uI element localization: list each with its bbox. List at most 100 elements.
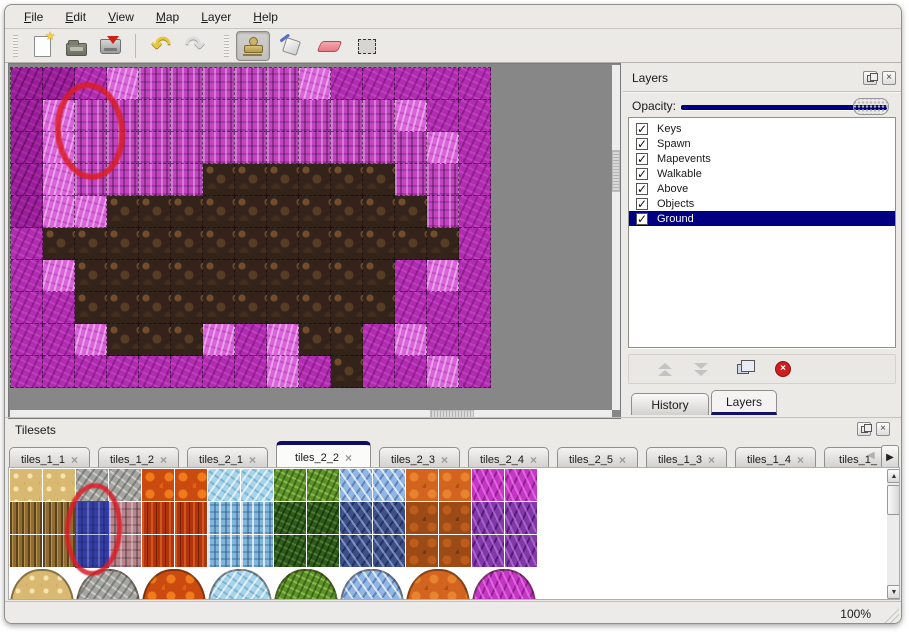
map-tile[interactable]	[43, 100, 75, 132]
map-tile[interactable]	[363, 292, 395, 324]
layer-visibility-checkbox[interactable]: ✓	[636, 151, 648, 166]
menu-file[interactable]: File	[24, 9, 44, 24]
map-tile[interactable]	[459, 292, 491, 324]
menu-edit[interactable]: Edit	[65, 9, 87, 24]
tileset-tile[interactable]	[142, 469, 174, 501]
tileset-tile[interactable]	[76, 469, 108, 501]
map-tile[interactable]	[139, 68, 171, 100]
tileset-blob-tile[interactable]	[76, 569, 140, 599]
map-tile[interactable]	[235, 196, 267, 228]
tileset-tile[interactable]	[241, 469, 273, 501]
layer-visibility-checkbox[interactable]: ✓	[636, 121, 648, 136]
map-tile[interactable]	[459, 324, 491, 356]
map-tile[interactable]	[171, 196, 203, 228]
map-tile[interactable]	[331, 196, 363, 228]
map-tile[interactable]	[331, 100, 363, 132]
layer-row-above[interactable]: ✓ Above	[629, 181, 895, 196]
opacity-slider[interactable]	[681, 105, 887, 110]
tileset-tile[interactable]	[208, 502, 240, 534]
map-tile[interactable]	[139, 292, 171, 324]
map-tile[interactable]	[203, 292, 235, 324]
map-tile[interactable]	[363, 196, 395, 228]
map-tile[interactable]	[107, 196, 139, 228]
map-tile[interactable]	[139, 196, 171, 228]
map-tile[interactable]	[203, 196, 235, 228]
map-tile[interactable]	[139, 228, 171, 260]
map-tile[interactable]	[363, 132, 395, 164]
map-tile[interactable]	[203, 68, 235, 100]
map-tile[interactable]	[395, 132, 427, 164]
tab-close-icon[interactable]: ×	[160, 452, 168, 467]
tileset-tile[interactable]	[439, 469, 471, 501]
map-tile[interactable]	[139, 356, 171, 388]
tileset-tile[interactable]	[10, 535, 42, 567]
map-tile[interactable]	[395, 260, 427, 292]
map-tile[interactable]	[299, 196, 331, 228]
map-tile[interactable]	[75, 196, 107, 228]
map-tile[interactable]	[267, 228, 299, 260]
tileset-tile[interactable]	[175, 502, 207, 534]
map-tile[interactable]	[427, 356, 459, 388]
tileset-tile[interactable]	[10, 469, 42, 501]
map-tile[interactable]	[427, 100, 459, 132]
map-tile[interactable]	[459, 356, 491, 388]
map-tile[interactable]	[235, 356, 267, 388]
map-tile[interactable]	[363, 100, 395, 132]
map-tile[interactable]	[235, 260, 267, 292]
map-tile[interactable]	[11, 68, 43, 100]
layer-row-walkable[interactable]: ✓ Walkable	[629, 166, 895, 181]
map-tile[interactable]	[107, 68, 139, 100]
tileset-tile[interactable]	[175, 469, 207, 501]
map-tile[interactable]	[11, 100, 43, 132]
layer-row-objects[interactable]: ✓ Objects	[629, 196, 895, 211]
map-tile[interactable]	[235, 228, 267, 260]
tileset-tile[interactable]	[340, 535, 372, 567]
open-map-button[interactable]	[59, 31, 93, 61]
map-tile[interactable]	[395, 324, 427, 356]
map-tile[interactable]	[459, 100, 491, 132]
tileset-tile[interactable]	[406, 502, 438, 534]
map-tile[interactable]	[363, 164, 395, 196]
tileset-tile[interactable]	[109, 502, 141, 534]
save-map-button[interactable]	[93, 31, 127, 61]
map-tile[interactable]	[427, 324, 459, 356]
tileset-tile[interactable]	[307, 469, 339, 501]
tileset-tile[interactable]	[43, 502, 75, 534]
tileset-tile[interactable]	[373, 535, 405, 567]
map-tile[interactable]	[331, 324, 363, 356]
map-tile[interactable]	[43, 260, 75, 292]
map-vscroll-thumb[interactable]	[612, 150, 620, 192]
tileset-blob-tile[interactable]	[274, 569, 338, 599]
map-tile[interactable]	[299, 228, 331, 260]
tab-close-icon[interactable]: ×	[619, 452, 627, 467]
map-tile[interactable]	[235, 292, 267, 324]
map-tile[interactable]	[267, 164, 299, 196]
map-tile[interactable]	[331, 68, 363, 100]
map-tile[interactable]	[459, 196, 491, 228]
map-tile[interactable]	[139, 100, 171, 132]
panel-float-button[interactable]	[863, 71, 878, 85]
map-tile[interactable]	[107, 164, 139, 196]
map-tile[interactable]	[459, 132, 491, 164]
map-tile[interactable]	[267, 356, 299, 388]
map-tile[interactable]	[171, 132, 203, 164]
map-tile[interactable]	[235, 132, 267, 164]
map-tile[interactable]	[171, 356, 203, 388]
map-tile[interactable]	[331, 292, 363, 324]
menu-help[interactable]: Help	[253, 9, 278, 24]
map-tile[interactable]	[395, 164, 427, 196]
map-tile[interactable]	[203, 132, 235, 164]
layer-visibility-checkbox[interactable]: ✓	[636, 136, 648, 151]
map-tile[interactable]	[267, 292, 299, 324]
eraser-tool-button[interactable]	[312, 31, 346, 61]
map-vertical-scrollbar[interactable]	[612, 65, 620, 410]
select-tool-button[interactable]	[350, 31, 384, 61]
layer-row-keys[interactable]: ✓ Keys	[629, 121, 895, 136]
tilesets-close-button[interactable]: ×	[876, 422, 890, 436]
tileset-tile[interactable]	[43, 469, 75, 501]
tileset-blob-tile[interactable]	[472, 569, 536, 599]
map-tile[interactable]	[299, 324, 331, 356]
panel-close-button[interactable]: ×	[882, 71, 896, 85]
new-map-button[interactable]	[25, 29, 59, 61]
map-tile[interactable]	[267, 196, 299, 228]
